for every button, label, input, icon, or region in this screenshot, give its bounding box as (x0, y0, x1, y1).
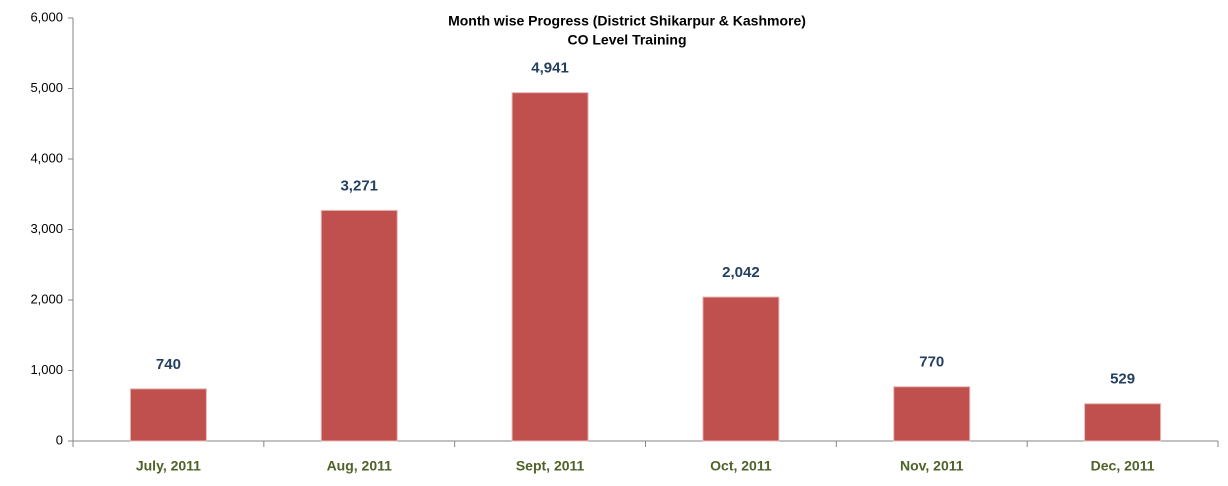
chart-subtitle: CO Level Training (567, 32, 686, 48)
x-tick-label: Nov, 2011 (900, 458, 964, 474)
x-tick-label: Oct, 2011 (710, 458, 772, 474)
y-tick-label: 6,000 (30, 9, 63, 24)
y-tick-label: 4,000 (30, 150, 63, 165)
bar (129, 388, 207, 442)
y-tick-label: 1,000 (30, 362, 63, 377)
bar (320, 209, 398, 442)
x-tick-label: July, 2011 (136, 458, 201, 474)
x-tick-label: Dec, 2011 (1091, 458, 1155, 474)
y-tick-label: 0 (56, 432, 63, 447)
bar (702, 296, 780, 442)
bar (511, 92, 589, 442)
bar (893, 386, 971, 442)
bar (1084, 403, 1162, 442)
y-tick-label: 2,000 (30, 291, 63, 306)
y-tick-label: 3,000 (30, 221, 63, 236)
chart-title: Month wise Progress (District Shikarpur … (448, 13, 806, 29)
value-label: 4,941 (531, 60, 569, 77)
value-label: 3,271 (340, 177, 378, 194)
value-label: 2,042 (722, 264, 760, 281)
value-label: 770 (919, 354, 944, 371)
y-tick-label: 5,000 (30, 80, 63, 95)
x-tick-label: Sept, 2011 (516, 458, 585, 474)
x-tick-label: Aug, 2011 (327, 458, 393, 474)
value-label: 740 (156, 356, 181, 373)
value-label: 529 (1110, 371, 1135, 388)
